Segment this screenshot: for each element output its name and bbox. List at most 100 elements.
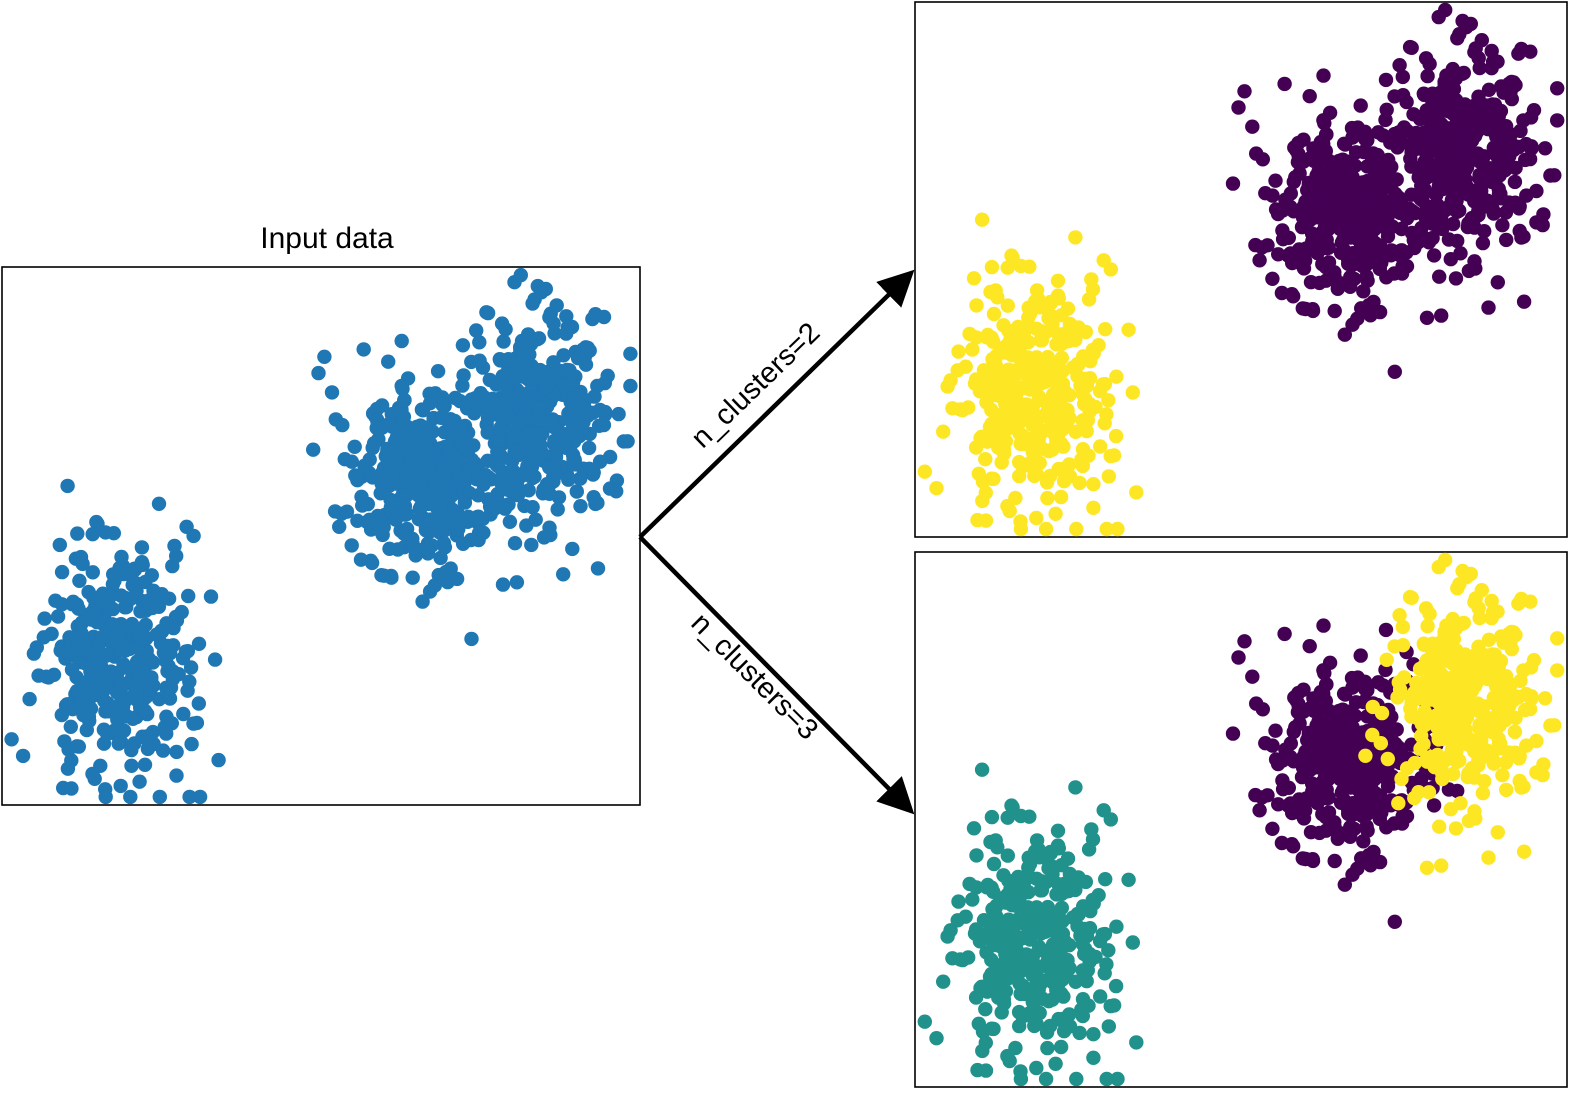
scatter-point: [1311, 231, 1326, 247]
scatter-point: [586, 490, 601, 505]
scatter-point: [433, 550, 448, 566]
scatter-point: [1331, 722, 1346, 737]
scatter-point: [492, 452, 507, 468]
scatter-point: [1453, 246, 1468, 261]
scatter-point: [1498, 755, 1514, 770]
scatter-point: [1245, 119, 1260, 134]
scatter-point: [1283, 246, 1298, 261]
scatter-point: [1030, 962, 1045, 977]
scatter-point: [557, 437, 572, 453]
scatter-point: [1456, 134, 1471, 149]
scatter-point: [485, 391, 500, 406]
scatter-point: [1359, 819, 1374, 834]
scatter-point: [1319, 677, 1334, 692]
scatter-point: [1330, 281, 1346, 296]
input-panel-title: Input data: [260, 222, 394, 255]
scatter-point: [1522, 701, 1538, 717]
scatter-point: [1330, 831, 1346, 846]
scatter-point: [1537, 691, 1553, 706]
scatter-point: [1310, 796, 1325, 811]
scatter-point: [455, 338, 471, 353]
scatter-point: [623, 378, 638, 394]
scatter-point: [1011, 454, 1027, 470]
scatter-point: [1430, 714, 1446, 729]
scatter-point: [1056, 1023, 1072, 1039]
scatter-point: [1449, 193, 1464, 208]
scatter-point: [542, 310, 557, 325]
scatter-point: [1099, 521, 1114, 537]
scatter-point: [1294, 219, 1310, 235]
scatter-point: [1426, 106, 1441, 121]
scatter-point: [1095, 377, 1111, 392]
scatter-point: [1316, 618, 1331, 633]
scatter-point: [524, 459, 540, 474]
scatter-point: [1421, 235, 1437, 250]
scatter-point: [1121, 872, 1136, 887]
scatter-point: [1373, 186, 1389, 201]
scatter-point: [96, 722, 112, 737]
scatter-point: [149, 627, 164, 642]
scatter-point: [573, 499, 588, 514]
edge-label-n-clusters-2: n_clusters=2: [685, 317, 826, 455]
scatter-point: [989, 978, 1004, 993]
scatter-point: [990, 290, 1005, 305]
scatter-point: [50, 609, 66, 624]
scatter-point: [984, 809, 1000, 825]
scatter-point: [573, 471, 588, 486]
scatter-point: [107, 723, 122, 738]
scatter-point: [1301, 175, 1317, 191]
scatter-point: [405, 570, 420, 585]
scatter-point: [158, 653, 174, 669]
scatter-point: [580, 340, 595, 356]
scatter-point: [1310, 246, 1325, 261]
scatter-point: [1375, 128, 1391, 143]
scatter-point: [1318, 143, 1334, 159]
scatter-point: [1027, 355, 1043, 371]
scatter-point: [1484, 593, 1499, 609]
scatter-point: [159, 616, 174, 631]
scatter-point: [1446, 709, 1462, 724]
scatter-point: [1268, 173, 1283, 188]
scatter-point: [394, 333, 409, 349]
scatter-point: [143, 682, 158, 697]
scatter-point: [483, 472, 499, 487]
scatter-point: [1450, 31, 1465, 46]
scatter-point: [452, 393, 468, 409]
scatter-point: [592, 454, 608, 469]
scatter-point: [124, 742, 139, 758]
scatter-point: [1060, 404, 1075, 419]
scatter-point: [1448, 726, 1464, 742]
scatter-point: [4, 732, 19, 747]
scatter-point: [528, 512, 543, 527]
scatter-point: [556, 348, 571, 363]
scatter-point: [1340, 771, 1356, 787]
scatter-point: [1392, 132, 1408, 147]
scatter-point: [1062, 866, 1078, 882]
scatter-point: [1022, 1005, 1038, 1021]
scatter-point: [1356, 784, 1371, 799]
scatter-point: [1044, 967, 1059, 983]
scatter-point: [531, 400, 547, 415]
scatter-point: [1260, 788, 1275, 803]
scatter-point: [1060, 301, 1076, 316]
scatter-point: [1434, 179, 1450, 194]
scatter-point: [1446, 159, 1462, 174]
scatter-point: [1395, 69, 1411, 85]
scatter-point: [1052, 913, 1068, 928]
scatter-point: [60, 644, 75, 660]
scatter-point: [1084, 822, 1099, 837]
scatter-point: [140, 741, 156, 757]
scatter-point: [1467, 254, 1482, 269]
scatter-point: [549, 298, 564, 313]
scatter-point: [498, 322, 513, 337]
scatter-point: [1491, 186, 1507, 201]
scatter-point: [1028, 374, 1044, 389]
scatter-point: [1076, 899, 1091, 914]
scatter-point: [513, 342, 528, 358]
scatter-point: [1277, 76, 1292, 92]
scatter-point: [1507, 174, 1523, 190]
scatter-point: [54, 707, 69, 723]
scatter-point: [943, 373, 958, 388]
scatter-point: [1459, 570, 1474, 585]
scatter-point: [1084, 272, 1099, 287]
